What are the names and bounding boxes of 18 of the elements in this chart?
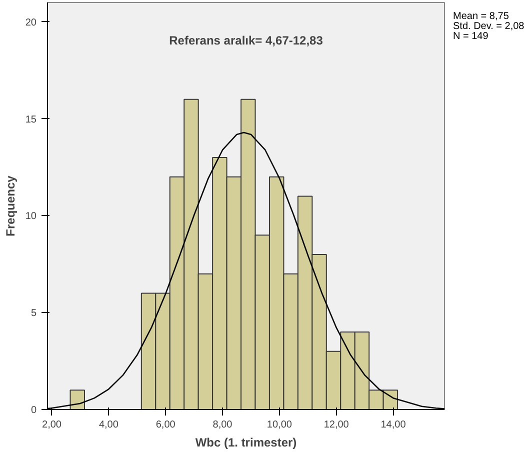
x-tick-label: 4,00 [98, 420, 119, 430]
x-tick-label: 10,00 [266, 420, 292, 430]
y-tick-label: 10 [25, 211, 37, 222]
x-tick-label: 6,00 [156, 420, 176, 430]
x-tick-label: 8,00 [212, 420, 233, 430]
y-axis-title: Frequency [3, 175, 18, 236]
y-tick-label: 0 [30, 405, 37, 416]
x-axis-title: Wbc (1. trimester) [195, 436, 297, 450]
x-tick-label: 12,00 [324, 420, 350, 430]
x-tick-label: 14,00 [380, 420, 406, 430]
text: N = 149 [453, 31, 488, 42]
y-tick-label: 15 [25, 114, 37, 126]
text: Std. Dev. = 2,08 [453, 21, 524, 32]
annotation: Referans aralık= 4,67-12,83 [169, 34, 324, 48]
x-tick-label: 2,00 [42, 420, 62, 430]
y-tick-label: 5 [30, 308, 37, 320]
text: Mean = 8,75 [453, 11, 509, 22]
y-tick-label: 20 [25, 17, 37, 28]
